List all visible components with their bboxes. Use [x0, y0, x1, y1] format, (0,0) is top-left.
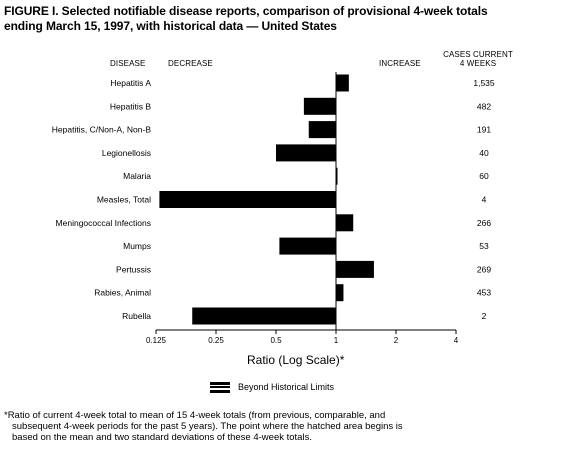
bar — [303, 97, 336, 115]
bar — [336, 214, 354, 232]
x-tick-label: 2 — [394, 336, 399, 345]
category-label: Legionellosis — [102, 148, 151, 158]
case-count: 453 — [477, 288, 491, 298]
category-label: Rubella — [122, 311, 151, 321]
footnote-line-1: *Ratio of current 4-week total to mean o… — [4, 410, 386, 421]
x-tick-label: 0.125 — [146, 336, 167, 345]
case-count: 53 — [479, 241, 489, 251]
bar — [192, 307, 336, 325]
bar — [336, 260, 374, 278]
case-count: 191 — [477, 125, 491, 135]
footnote-line-2: subsequent 4-week periods for the past 5… — [12, 421, 403, 432]
bar — [159, 191, 336, 208]
case-count: 4 — [482, 195, 487, 205]
bar — [336, 284, 344, 302]
case-count: 2 — [482, 311, 487, 321]
category-label: Hepatitis B — [110, 101, 151, 111]
x-tick-label: 0.25 — [208, 336, 224, 345]
case-count: 60 — [479, 171, 489, 181]
case-count: 269 — [477, 264, 491, 274]
category-label: Mumps — [123, 241, 151, 251]
bar — [308, 121, 336, 139]
category-label: Measles, Total — [97, 195, 151, 205]
case-count: 40 — [479, 148, 489, 158]
case-count: 266 — [477, 218, 491, 228]
category-label: Meningococcal Infections — [56, 218, 151, 228]
footnote: *Ratio of current 4-week total to mean o… — [4, 410, 554, 443]
cases-header-line-2: 4 WEEKS — [459, 59, 497, 68]
category-label: Hepatitis, C/Non-A, Non-B — [52, 125, 152, 135]
x-tick-label: 4 — [454, 336, 459, 345]
x-tick-label: 0.5 — [270, 336, 282, 345]
legend: Beyond Historical Limits — [210, 380, 334, 394]
cases-header: CASES CURRENT 4 WEEKS — [436, 50, 520, 68]
x-tick-label: 1 — [334, 336, 339, 345]
category-label: Hepatitis A — [110, 78, 151, 88]
bar — [336, 74, 349, 92]
footnote-line-3: based on the mean and two standard devia… — [12, 432, 312, 443]
decrease-header: DECREASE — [168, 59, 213, 68]
bar — [279, 237, 336, 255]
category-label: Malaria — [123, 171, 151, 181]
x-axis-label: Ratio (Log Scale)* — [247, 353, 345, 367]
disease-header: DISEASE — [110, 59, 146, 68]
figure-title: FIGURE I. Selected notifiable disease re… — [4, 4, 560, 34]
category-label: Rabies, Animal — [94, 288, 151, 298]
cases-header-line-1: CASES CURRENT — [443, 50, 513, 59]
bar — [276, 144, 336, 162]
legend-hatch-swatch — [210, 381, 230, 393]
case-count: 482 — [477, 101, 491, 111]
title-line-1: FIGURE I. Selected notifiable disease re… — [4, 4, 488, 18]
legend-label: Beyond Historical Limits — [238, 382, 335, 392]
bar — [336, 167, 338, 185]
category-label: Pertussis — [116, 264, 151, 274]
case-count: 1,535 — [473, 78, 495, 88]
title-line-2: ending March 15, 1997, with historical d… — [4, 19, 337, 33]
increase-header: INCREASE — [379, 59, 421, 68]
